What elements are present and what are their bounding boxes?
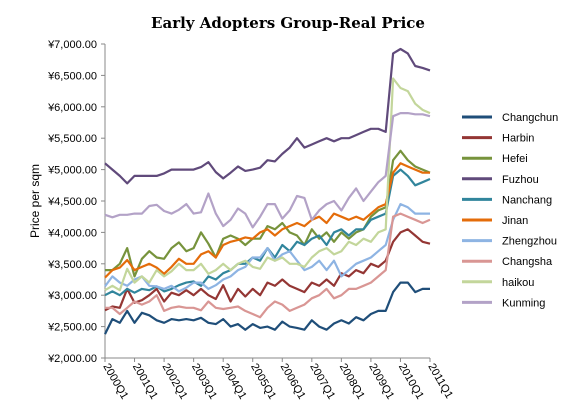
legend: Changchun Harbin Hefei Fuzhou Nanchang Jinan Z…	[462, 112, 558, 309]
y-axis-ticks: ¥2,000.00 ¥2,500.00 ¥3,000.00 ¥3,500.00 ¥4,0…	[47, 39, 105, 365]
x-tick-label: 2006Q1	[278, 362, 308, 402]
legend-label-hefei: Hefei	[502, 153, 528, 165]
series-line-zhengzhou	[104, 203, 430, 293]
series-line-fuzhou	[104, 47, 431, 185]
x-tick-label: 2003Q1	[189, 362, 219, 402]
legend-label-zhengzhou: Zhengzhou	[502, 236, 557, 248]
series-line-jinan	[104, 162, 430, 279]
chart-title: Early Adopters Group-Real Price	[151, 14, 425, 32]
y-tick-label: ¥4,000.00	[47, 227, 97, 239]
y-tick-label: ¥3,500.00	[47, 259, 97, 271]
y-tick-label: ¥2,500.00	[47, 322, 97, 334]
x-tick-label: 2000Q1	[100, 362, 130, 402]
y-tick-label: ¥5,000.00	[47, 165, 97, 177]
x-tick-label: 2008Q1	[337, 362, 367, 402]
series-line-changsha	[105, 212, 431, 319]
y-tick-label: ¥3,000.00	[47, 290, 97, 302]
y-axis-title: Price per sqm	[28, 164, 42, 238]
series-lines	[104, 47, 431, 335]
x-tick-label: 2007Q1	[307, 362, 337, 402]
legend-label-kunming: Kunming	[502, 297, 545, 309]
legend-label-changchun: Changchun	[502, 112, 558, 124]
legend-label-nanchang: Nanchang	[502, 194, 552, 206]
x-axis-ticks: 2000Q1 2001Q1 2002Q1 2003Q1 2004Q1 2005Q1 2006…	[100, 358, 455, 401]
y-tick-label: ¥4,500.00	[47, 196, 97, 208]
y-tick-label: ¥7,000.00	[47, 39, 97, 51]
y-tick-label: ¥6,000.00	[47, 102, 97, 114]
legend-label-fuzhou: Fuzhou	[502, 174, 539, 186]
x-tick-label: 2001Q1	[130, 362, 160, 402]
series-line-changchun	[104, 281, 430, 335]
x-tick-label: 2005Q1	[248, 362, 278, 402]
y-tick-label: ¥6,500.00	[47, 70, 97, 82]
legend-label-harbin: Harbin	[502, 133, 534, 145]
series-line-harbin	[104, 228, 431, 312]
series-line-haikou	[104, 77, 431, 292]
x-tick-label: 2009Q1	[366, 362, 396, 402]
series-line-hefei	[105, 149, 431, 278]
x-tick-label: 2010Q1	[396, 362, 426, 402]
legend-label-jinan: Jinan	[502, 215, 528, 227]
series-line-kunming	[104, 111, 431, 229]
legend-label-haikou: haikou	[502, 277, 534, 289]
x-tick-label: 2011Q1	[425, 362, 455, 401]
y-tick-label: ¥2,000.00	[47, 353, 97, 365]
legend-label-changsha: Changsha	[502, 256, 553, 268]
x-tick-label: 2004Q1	[219, 362, 249, 402]
x-tick-label: 2002Q1	[159, 362, 189, 402]
y-tick-label: ¥5,500.00	[47, 133, 97, 145]
